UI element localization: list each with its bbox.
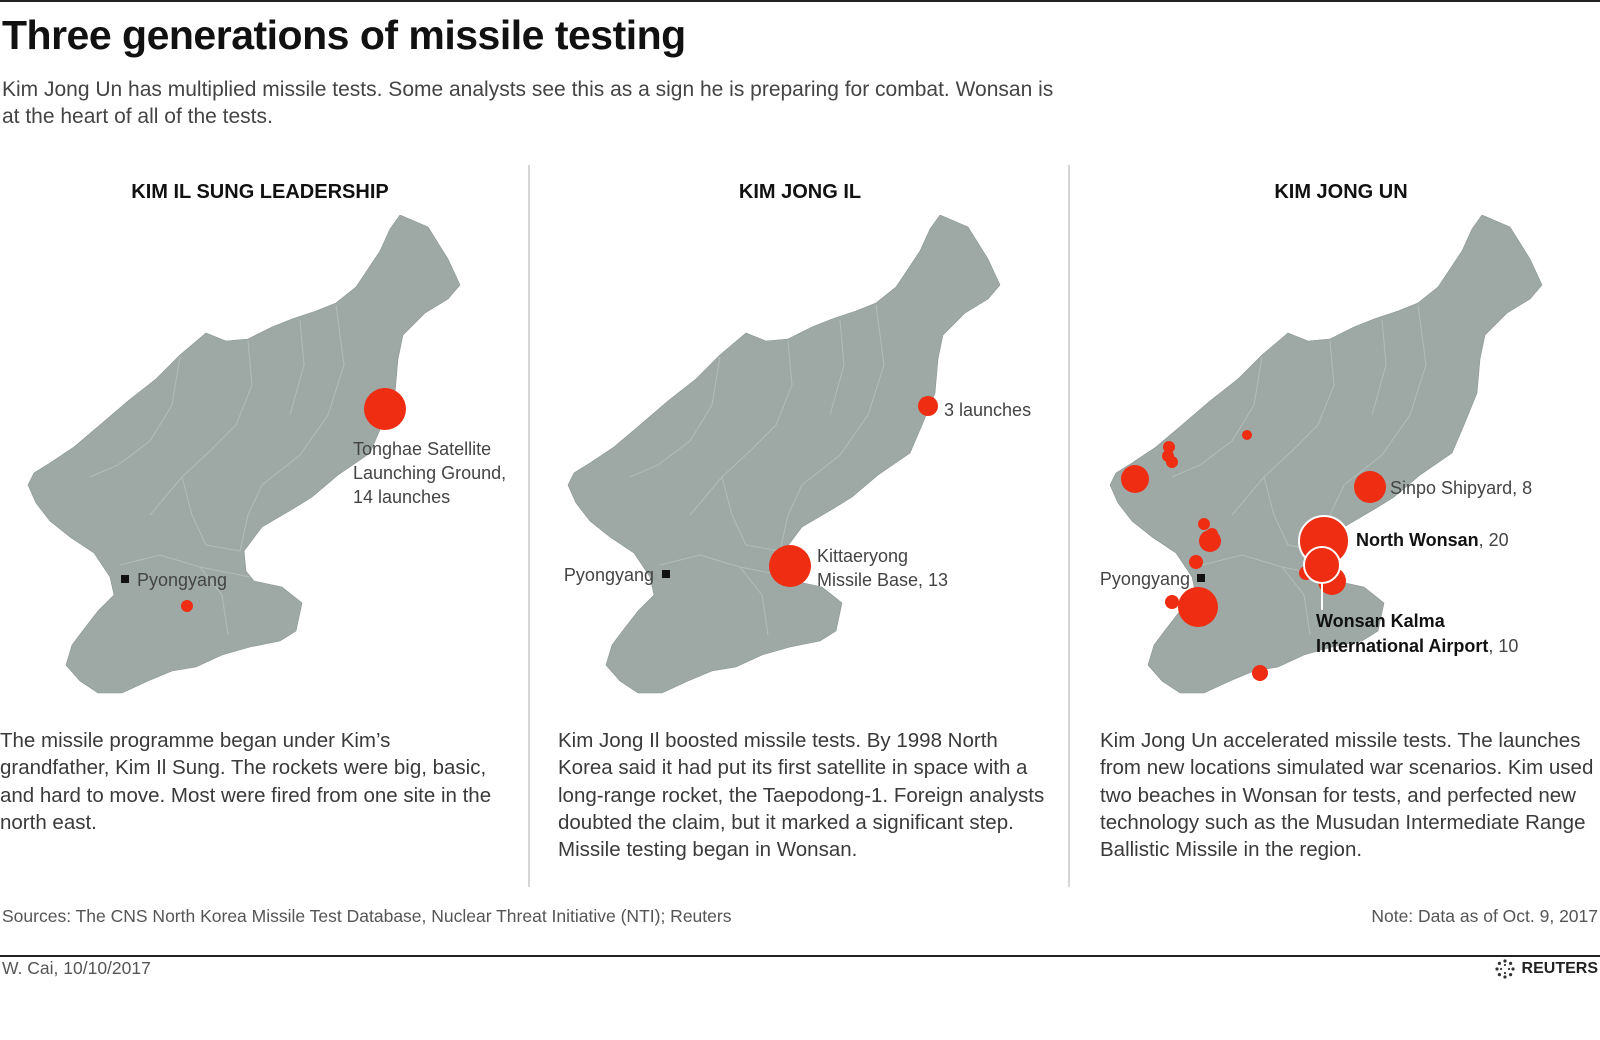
- north-korea-map: Pyongyang Sinpo Shipyard, 8 North Wonsan…: [1100, 215, 1543, 694]
- province-borders: [89, 304, 345, 636]
- launch-site-marker: [1121, 465, 1149, 493]
- launch-site-marker: [1199, 530, 1221, 552]
- top-rule: [0, 0, 1600, 2]
- launch-site-marker: [1178, 587, 1218, 627]
- wonsan-kalma-count: , 10: [1488, 636, 1518, 656]
- launch-site-marker: [918, 396, 938, 416]
- wonsan-kalma-launch-site: [1303, 546, 1341, 584]
- pyongyang-label: Pyongyang: [564, 565, 654, 585]
- reuters-wordmark: REUTERS: [1521, 960, 1598, 977]
- panel-description: Kim Jong Un accelerated missile tests. T…: [1100, 729, 1594, 862]
- launch-site-marker: [1163, 441, 1175, 453]
- launch-site-marker: [1198, 518, 1210, 530]
- launch-site-marker: [1252, 665, 1268, 681]
- panel-kim-jong-il: KIM JONG IL Pyongyang 3 launches Kittaer…: [540, 165, 1060, 887]
- panel-heading: KIM JONG IL: [738, 181, 862, 203]
- tonghae-label-line1: Tonghae Satellite: [353, 439, 491, 459]
- wonsan-kalma-label-line1: Wonsan Kalma: [1316, 611, 1446, 631]
- reuters-logo-icon: [1494, 959, 1515, 979]
- wonsan-kalma-name: International Airport: [1316, 636, 1488, 656]
- province-borders: [629, 304, 885, 636]
- kittaeryong-label-line2: Missile Base, 13: [817, 570, 948, 590]
- page-title: Three generations of missile testing: [2, 12, 686, 58]
- panel-heading: KIM IL SUNG LEADERSHIP: [131, 181, 389, 203]
- panel-description: Kim Jong Il boosted missile tests. By 19…: [558, 729, 1045, 862]
- land-shape: [27, 215, 461, 694]
- province-borders: [1171, 304, 1427, 636]
- data-note: Note: Data as of Oct. 9, 2017: [1371, 906, 1598, 926]
- sinpo-label: Sinpo Shipyard, 8: [1390, 478, 1532, 498]
- pyongyang-marker: [662, 570, 670, 578]
- kittaeryong-label-line1: Kittaeryong: [817, 546, 908, 566]
- pyongyang-label: Pyongyang: [1100, 569, 1190, 589]
- panel-kim-jong-un: KIM JONG UN Pyongyang: [1082, 165, 1600, 887]
- north-korea-map: Pyongyang 3 launches Kittaeryong Missile…: [564, 215, 1031, 694]
- north-korea-map: Pyongyang Tonghae Satellite Launching Gr…: [27, 215, 506, 694]
- pyongyang-label: Pyongyang: [137, 570, 227, 590]
- launch-sites: [1121, 430, 1386, 681]
- launch-site-marker: [1166, 456, 1178, 468]
- pyongyang-marker: [1197, 574, 1205, 582]
- tonghae-launch-site: [364, 388, 406, 430]
- panel-divider: [1068, 165, 1070, 887]
- launch-site-marker: [1189, 555, 1203, 569]
- panel-description: The missile programme began under Kim’s …: [0, 729, 492, 834]
- panel-kim-il-sung: KIM IL SUNG LEADERSHIP Pyongyang Tonghae…: [0, 165, 520, 887]
- tonghae-label-line3: 14 launches: [353, 487, 450, 507]
- sources-note: Sources: The CNS North Korea Missile Tes…: [2, 906, 732, 926]
- panel-heading: KIM JONG UN: [1274, 181, 1408, 203]
- launch-site-marker: [1165, 595, 1179, 609]
- tonghae-label-line2: Launching Ground,: [353, 463, 506, 483]
- page-subtitle: Kim Jong Un has multiplied missile tests…: [2, 78, 1054, 128]
- land-shape: [1109, 215, 1543, 694]
- pyongyang-marker: [121, 575, 129, 583]
- north-wonsan-count: , 20: [1479, 530, 1509, 550]
- three-launches-label: 3 launches: [944, 400, 1031, 420]
- sinpo-launch-site: [1354, 471, 1386, 503]
- launch-site-marker: [1242, 430, 1252, 440]
- panel-divider: [528, 165, 530, 887]
- reuters-credit: REUTERS: [1494, 958, 1598, 980]
- land-shape: [567, 215, 1001, 694]
- bottom-rule: [0, 955, 1600, 957]
- byline: W. Cai, 10/10/2017: [2, 958, 151, 978]
- kittaeryong-launch-site: [769, 545, 811, 587]
- wonsan-kalma-label-line2: International Airport, 10: [1316, 636, 1518, 656]
- north-wonsan-name: North Wonsan: [1356, 530, 1479, 550]
- launch-site-marker: [181, 600, 193, 612]
- north-wonsan-label: North Wonsan, 20: [1356, 530, 1509, 550]
